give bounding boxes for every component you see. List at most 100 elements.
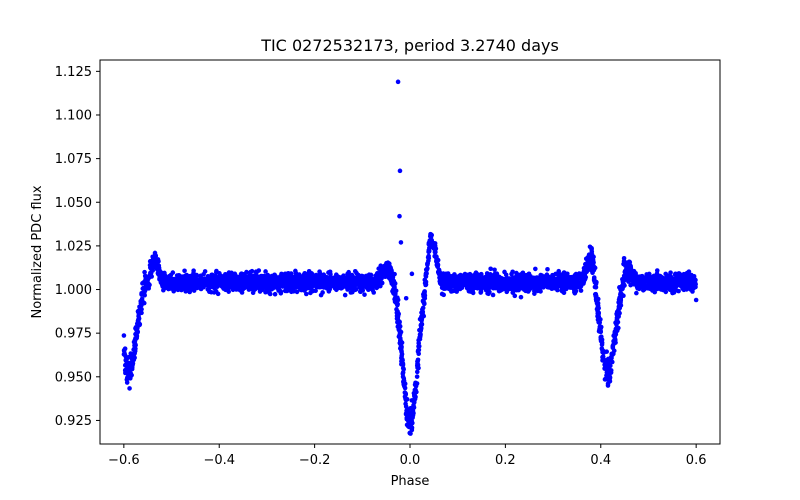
data-point: [368, 272, 374, 278]
data-point: [222, 285, 227, 291]
data-point: [572, 289, 577, 295]
data-point: [144, 282, 150, 287]
data-point: [281, 280, 286, 286]
data-point: [206, 282, 211, 288]
data-point: [252, 278, 258, 284]
data-point: [657, 281, 663, 286]
data-point: [338, 286, 344, 291]
data-point: [630, 281, 636, 286]
data-point: [158, 280, 164, 285]
data-point: [605, 365, 610, 371]
data-point: [263, 269, 268, 274]
data-point: [127, 386, 132, 391]
data-point: [383, 263, 389, 268]
data-point: [191, 268, 196, 274]
x-tick-label: −0.6: [108, 453, 140, 468]
data-point: [622, 276, 627, 282]
data-point: [425, 266, 430, 271]
data-point: [540, 284, 546, 289]
data-point: [454, 289, 460, 294]
data-point: [598, 329, 604, 335]
data-point: [686, 273, 691, 279]
data-point: [619, 291, 624, 297]
data-point: [352, 284, 357, 290]
data-point: [322, 280, 327, 285]
data-point: [620, 284, 626, 289]
data-point: [596, 314, 602, 320]
data-point: [589, 247, 594, 252]
data-point: [286, 271, 291, 276]
data-point: [431, 246, 437, 251]
data-point: [594, 299, 600, 305]
data-point: [393, 288, 399, 294]
data-point: [215, 291, 221, 297]
y-tick-label: 1.125: [55, 65, 92, 80]
data-point: [346, 271, 351, 277]
data-point: [414, 369, 420, 375]
data-point: [135, 318, 141, 324]
data-point: [399, 351, 405, 357]
data-point: [663, 271, 669, 277]
data-point: [588, 253, 594, 259]
data-point: [391, 280, 397, 285]
data-point: [267, 277, 272, 282]
data-point: [127, 373, 133, 379]
data-point: [308, 290, 313, 296]
data-point: [647, 281, 652, 286]
data-point: [572, 283, 578, 288]
data-point: [441, 292, 446, 298]
data-point: [669, 284, 674, 289]
data-point: [400, 374, 406, 380]
data-point: [525, 289, 531, 294]
data-point: [223, 271, 228, 277]
data-point: [122, 362, 128, 368]
data-point: [528, 281, 534, 286]
data-point: [571, 277, 576, 283]
data-point: [451, 275, 456, 281]
outlier-point: [397, 168, 403, 174]
data-point: [143, 277, 148, 283]
outlier-point: [403, 295, 409, 301]
data-point: [496, 288, 502, 294]
data-point: [139, 292, 144, 297]
data-point: [416, 351, 421, 357]
data-point: [153, 262, 159, 268]
data-point: [164, 284, 169, 289]
data-point: [635, 283, 640, 288]
data-point: [395, 313, 401, 319]
data-point: [237, 282, 243, 288]
data-point: [371, 290, 377, 295]
data-point: [329, 280, 335, 285]
data-point: [136, 309, 141, 315]
data-point: [124, 377, 130, 382]
data-point: [585, 263, 590, 269]
data-point: [273, 282, 279, 287]
data-point: [409, 427, 415, 433]
data-point: [457, 282, 463, 287]
data-point: [276, 276, 281, 282]
data-point: [535, 281, 541, 286]
data-point: [474, 276, 480, 282]
data-point: [234, 287, 239, 292]
data-point: [205, 287, 211, 292]
data-point: [180, 274, 185, 280]
data-point: [418, 333, 423, 338]
data-point: [618, 303, 624, 308]
y-tick-label: 1.100: [55, 108, 92, 123]
data-point: [229, 270, 234, 276]
data-point: [454, 284, 459, 290]
data-point: [128, 362, 134, 367]
data-point: [142, 269, 147, 275]
data-point: [193, 273, 199, 278]
data-point: [693, 281, 698, 287]
data-point: [162, 273, 168, 278]
data-point: [526, 273, 531, 278]
data-point: [282, 288, 288, 294]
x-axis-label: Phase: [391, 474, 430, 489]
data-point: [441, 282, 446, 288]
data-point: [384, 274, 390, 279]
data-point: [419, 310, 424, 315]
data-point: [609, 355, 614, 361]
data-point: [401, 382, 407, 387]
data-point: [686, 269, 692, 274]
